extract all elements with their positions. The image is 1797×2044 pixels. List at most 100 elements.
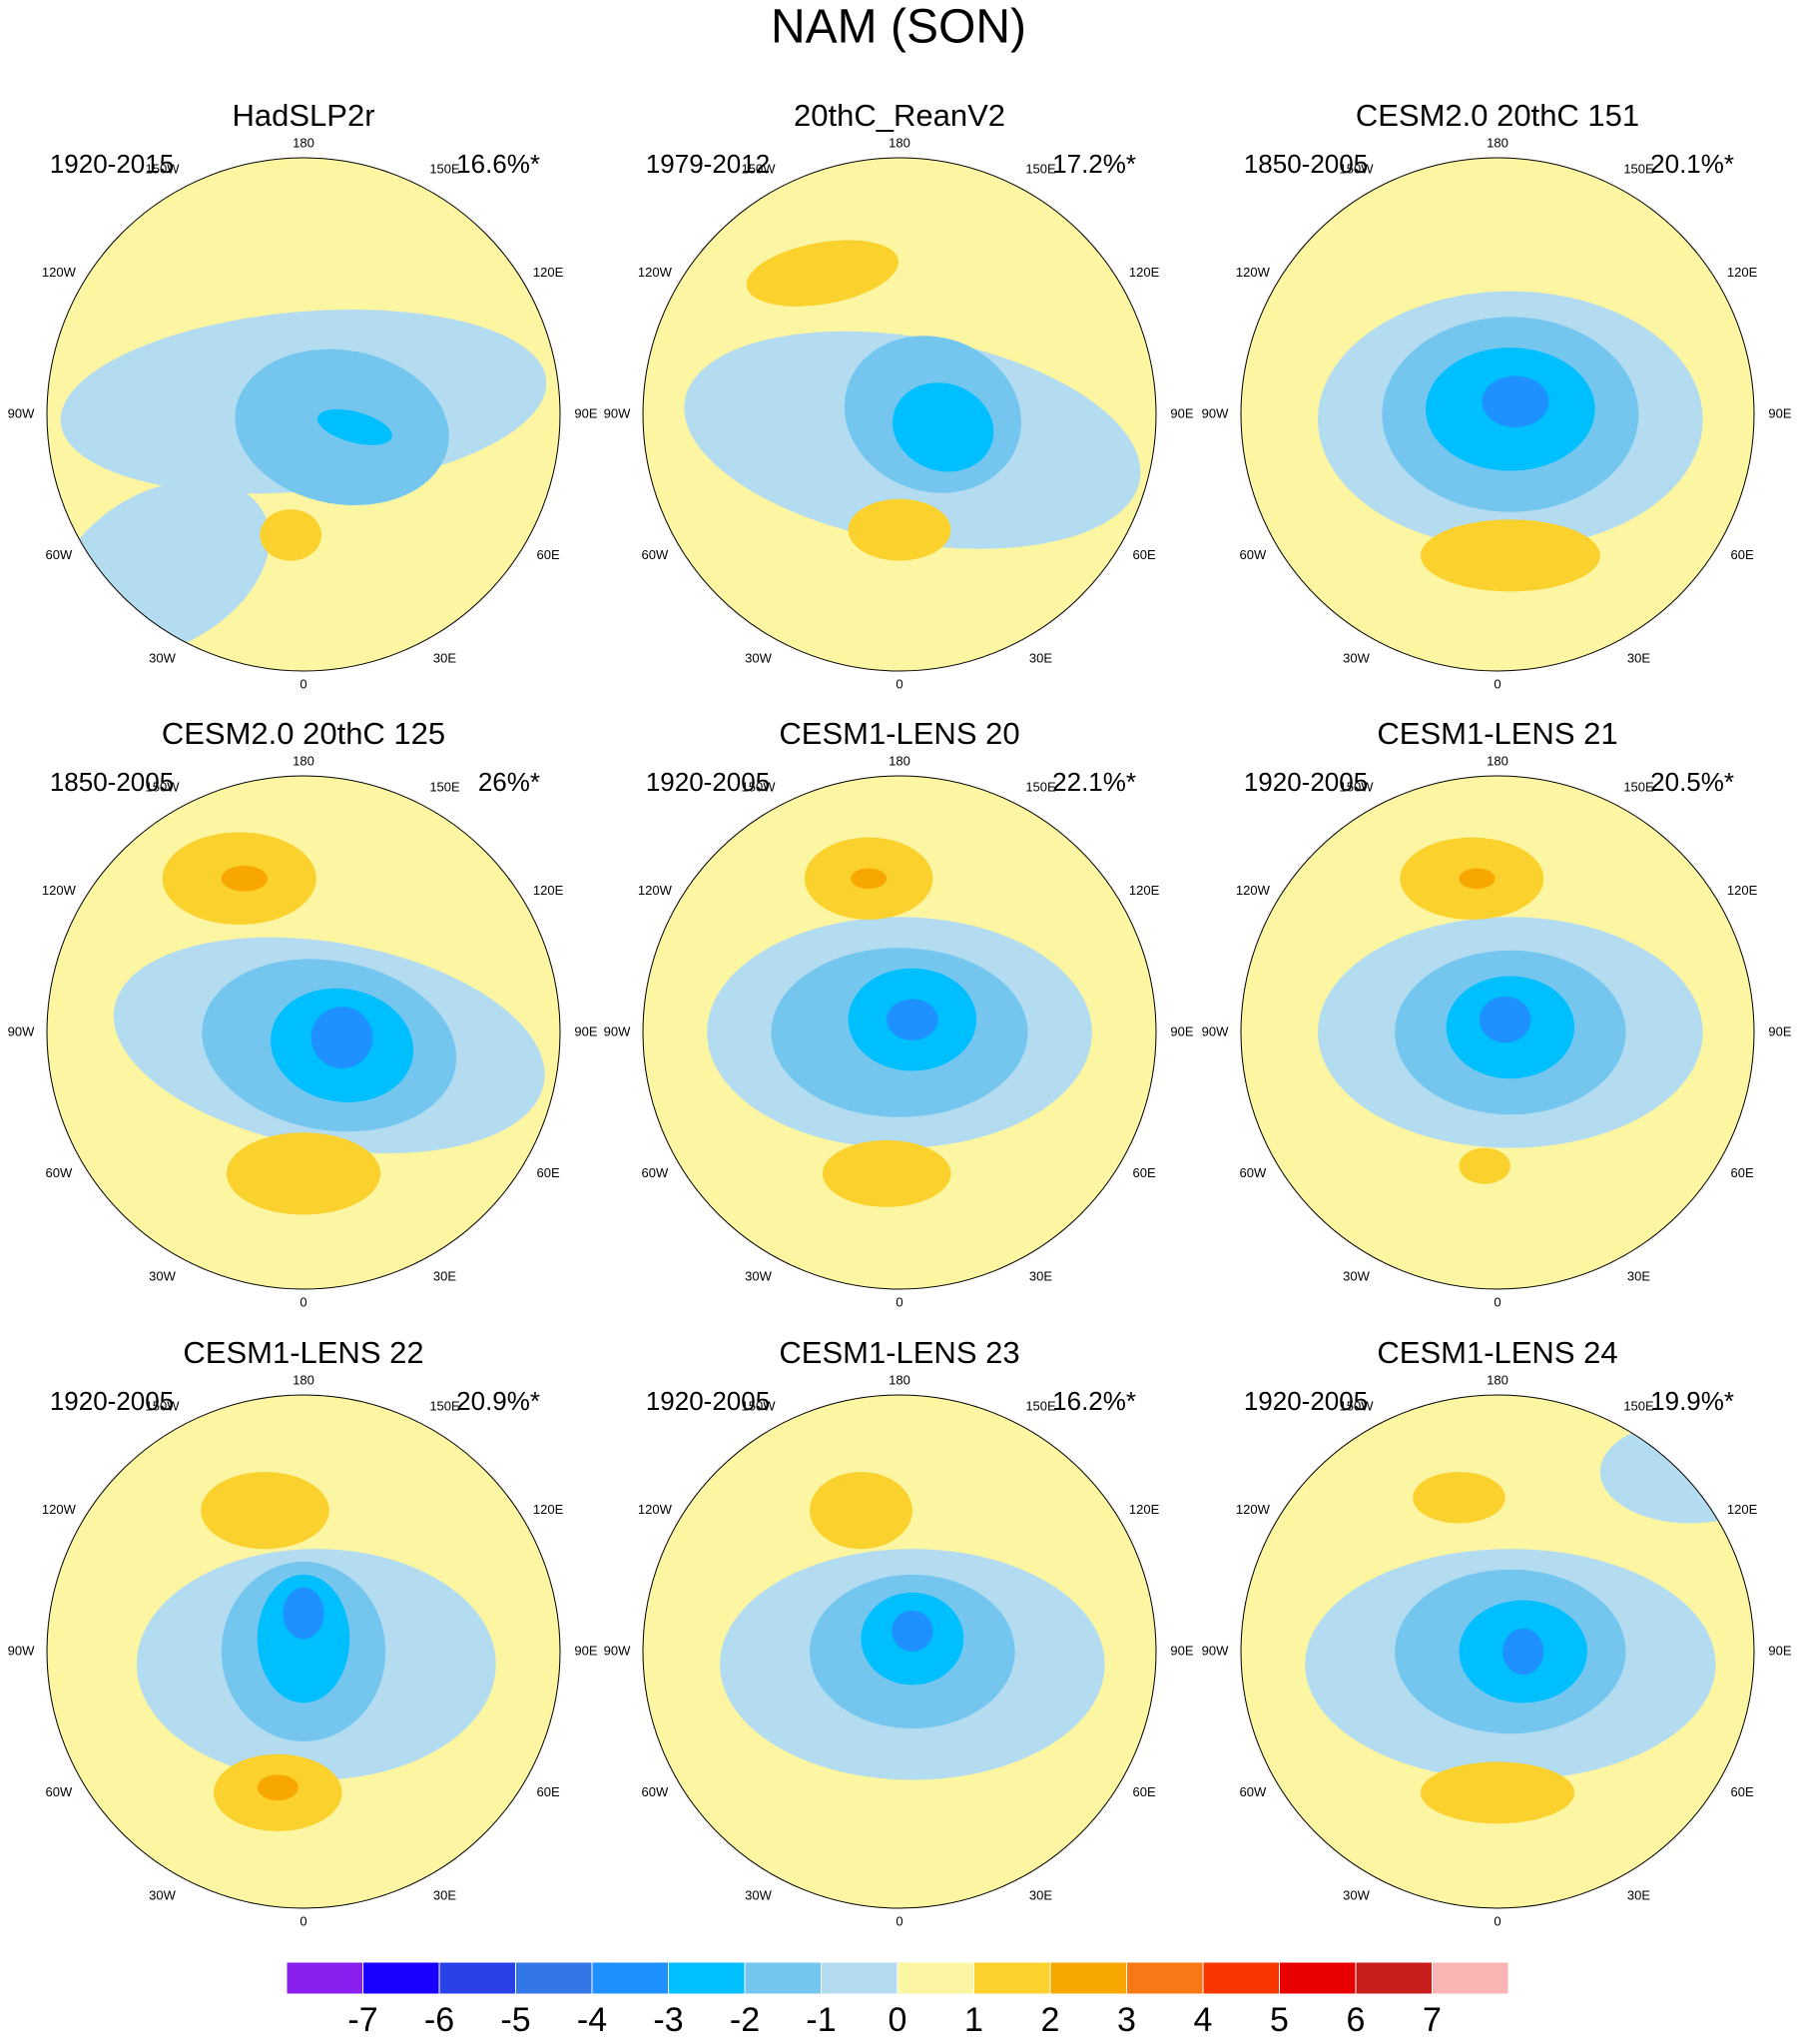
longitude-label: 150E [429, 779, 460, 794]
contour-region [1502, 1628, 1544, 1676]
panel-title: CESM1-LENS 20 [779, 716, 1019, 751]
contour-region [848, 498, 951, 561]
panel-period: 1920-2015 [50, 149, 174, 179]
colorbar-box [821, 1961, 898, 1995]
map-panel: CESM1-LENS 20 1920-2005 22.1%* 180 150E 120E 9… [604, 716, 1194, 1309]
longitude-label: 60W [642, 1165, 669, 1180]
map-field [1241, 1395, 1754, 1908]
contour-region [260, 509, 321, 561]
map-field [643, 1395, 1156, 1908]
longitude-label: 120W [42, 1502, 77, 1517]
colorbar-box [668, 1961, 746, 1995]
longitude-label: 150W [146, 779, 181, 794]
map-border [46, 1394, 561, 1909]
panel-variance: 20.1%* [1650, 149, 1734, 179]
longitude-label: 120W [42, 265, 77, 280]
longitude-label: 30E [1029, 1269, 1052, 1284]
longitude-label: 30W [1343, 1888, 1370, 1903]
contour-region [1420, 1761, 1575, 1824]
panel-variance: 19.9%* [1650, 1386, 1734, 1416]
colorbar-label: -5 [500, 2001, 530, 2039]
longitude-label: 120W [638, 1502, 673, 1517]
colorbar-label: 1 [964, 2001, 983, 2039]
longitude-label: 90W [8, 1023, 35, 1038]
colorbar-box [1355, 1961, 1433, 1995]
longitude-label: 60W [1240, 1784, 1267, 1799]
colorbar-box [897, 1961, 974, 1995]
longitude-label: 0 [1494, 1913, 1500, 1928]
colorbar-box [1049, 1961, 1127, 1995]
colorbar-label: 5 [1270, 2001, 1289, 2039]
panel-title: CESM2.0 20thC 151 [1356, 98, 1639, 133]
longitude-label: 0 [896, 676, 902, 691]
longitude-label: 120W [638, 265, 673, 280]
longitude-label: 150E [1623, 161, 1654, 176]
colorbar-label: 4 [1194, 2001, 1213, 2039]
longitude-label: 180 [1487, 753, 1508, 768]
longitude-label: 90W [604, 1643, 631, 1658]
longitude-label: 150E [429, 1398, 460, 1413]
longitude-label: 60E [537, 1784, 560, 1799]
longitude-label: 150W [1340, 161, 1375, 176]
panel-title: HadSLP2r [232, 98, 374, 133]
longitude-label: 120W [42, 883, 77, 898]
panel-title: CESM1-LENS 23 [779, 1335, 1019, 1370]
map-field [643, 158, 1156, 671]
longitude-label: 120E [1727, 1502, 1758, 1517]
longitude-label: 0 [896, 1913, 902, 1928]
panel-variance: 20.9%* [456, 1386, 540, 1416]
longitude-label: 60E [1133, 547, 1156, 562]
contour-region [893, 382, 994, 472]
longitude-label: 30E [1029, 651, 1052, 666]
colorbar-box [362, 1961, 440, 1995]
contour-region [226, 1132, 381, 1215]
map-border [642, 775, 1157, 1290]
longitude-label: 180 [889, 1372, 910, 1387]
colorbar-label: 2 [1041, 2001, 1060, 2039]
longitude-label: 30E [433, 1888, 456, 1903]
map-border [46, 157, 561, 672]
longitude-label: 150W [146, 161, 181, 176]
longitude-label: 120E [1129, 1502, 1160, 1517]
panel-period: 1920-2005 [1244, 767, 1368, 797]
longitude-label: 60W [1240, 547, 1267, 562]
colorbar-label: -6 [424, 2001, 454, 2039]
colorbar-box [1432, 1961, 1509, 1995]
longitude-label: 0 [1494, 1294, 1500, 1309]
longitude-label: 90W [8, 405, 35, 420]
contour-region [283, 1587, 324, 1640]
panel-period: 1920-2005 [646, 767, 770, 797]
longitude-label: 120E [533, 883, 564, 898]
longitude-label: 180 [293, 1372, 314, 1387]
longitude-label: 0 [1494, 676, 1500, 691]
map-panel: CESM1-LENS 21 1920-2005 20.5%* 180 150E 120E 9… [1202, 716, 1792, 1309]
colorbar-label: 6 [1347, 2001, 1366, 2039]
longitude-label: 30W [149, 651, 176, 666]
map-border [46, 775, 561, 1290]
longitude-label: 120E [533, 265, 564, 280]
contour-region [851, 868, 888, 890]
longitude-label: 60W [46, 1165, 73, 1180]
contour-region [1480, 997, 1531, 1043]
longitude-label: 60W [46, 1784, 73, 1799]
longitude-label: 30W [745, 1888, 772, 1903]
longitude-label: 90E [574, 1643, 597, 1658]
longitude-label: 120W [638, 883, 673, 898]
panel-variance: 16.6%* [456, 149, 540, 179]
longitude-label: 150W [742, 779, 777, 794]
contour-region [316, 408, 392, 445]
panel-title: CESM1-LENS 21 [1377, 716, 1617, 751]
longitude-label: 90E [574, 405, 597, 420]
colorbar-label: -4 [577, 2001, 607, 2039]
colorbar-box [973, 1961, 1051, 1995]
longitude-label: 150W [146, 1398, 181, 1413]
panel-period: 1850-2005 [1244, 149, 1368, 179]
longitude-label: 0 [896, 1294, 902, 1309]
longitude-label: 30E [1029, 1888, 1052, 1903]
longitude-label: 60E [1731, 1165, 1754, 1180]
panel-period: 1850-2005 [50, 767, 174, 797]
longitude-label: 60E [537, 547, 560, 562]
longitude-label: 180 [1487, 135, 1508, 150]
longitude-label: 30E [1627, 651, 1650, 666]
contour-region [810, 1472, 912, 1550]
